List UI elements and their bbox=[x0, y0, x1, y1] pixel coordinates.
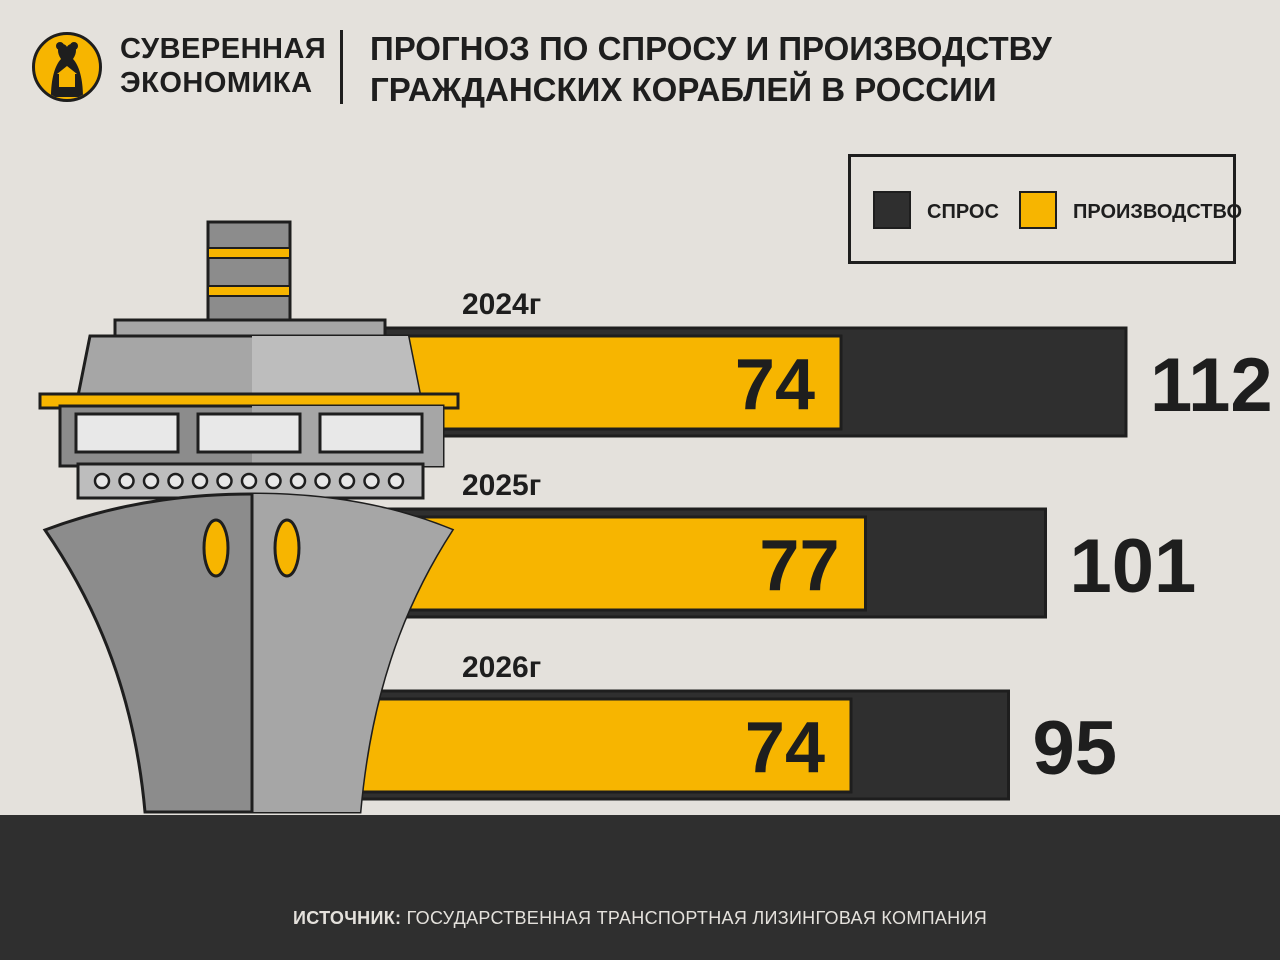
value-label-demand-2: 95 bbox=[1033, 706, 1118, 791]
year-label-2: 2026г bbox=[462, 651, 541, 684]
value-label-production-1: 77 bbox=[759, 526, 839, 606]
bar-production-2 bbox=[294, 697, 853, 794]
portholes bbox=[93, 472, 405, 490]
porthole-12 bbox=[387, 472, 405, 490]
porthole-8 bbox=[289, 472, 307, 490]
bear-logo-svg bbox=[51, 42, 83, 97]
funnel-stripe-2 bbox=[207, 285, 291, 297]
hull-porthole-right bbox=[273, 518, 301, 578]
porthole-9 bbox=[314, 472, 331, 490]
value-label-production-2: 74 bbox=[745, 708, 825, 788]
sea-band bbox=[0, 815, 1280, 960]
value-label-demand-1: 101 bbox=[1070, 524, 1197, 609]
ship-illustration bbox=[38, 220, 460, 814]
source-label: ИСТОЧНИК: bbox=[292, 908, 402, 928]
porthole-1 bbox=[118, 472, 135, 490]
legend-swatch-production bbox=[1019, 191, 1057, 229]
porthole-10 bbox=[338, 472, 356, 490]
labels-layer: 2024г 74 112 2025г 77 101 2026г 74 95 bbox=[462, 288, 1273, 791]
brand-line-2: ЭКОНОМИКА bbox=[120, 67, 313, 99]
porthole-5 bbox=[216, 472, 233, 490]
chart-legend: СПРОС ПРОИЗВОДСТВО bbox=[848, 154, 1242, 264]
value-label-production-0: 74 bbox=[735, 345, 815, 425]
source-note: ИСТОЧНИК: ГОСУДАРСТВЕННАЯ ТРАНСПОРТНАЯ Л… bbox=[0, 906, 1280, 930]
header: СУВЕРЕННАЯ ЭКОНОМИКА ПРОГНОЗ ПО СПРОСУ И… bbox=[0, 0, 1280, 130]
source-text: ГОСУДАРСТВЕННАЯ ТРАНСПОРТНАЯ ЛИЗИНГОВАЯ … bbox=[406, 908, 987, 928]
bear-icon bbox=[32, 32, 102, 102]
porthole-3 bbox=[167, 472, 184, 490]
header-divider bbox=[340, 30, 343, 104]
year-label-0: 2024г bbox=[462, 288, 541, 321]
porthole-4 bbox=[191, 472, 209, 490]
bridge-window-1 bbox=[74, 412, 180, 454]
value-label-demand-0: 112 bbox=[1150, 343, 1273, 428]
hull-porthole-left bbox=[202, 518, 230, 578]
brand-name: СУВЕРЕННАЯ ЭКОНОМИКА bbox=[120, 32, 330, 100]
ship-hull-light bbox=[252, 494, 452, 812]
brand-line-1: СУВЕРЕННАЯ bbox=[120, 33, 327, 65]
funnel-stripe-1 bbox=[207, 247, 291, 259]
porthole-2 bbox=[142, 472, 160, 490]
page-title: ПРОГНОЗ ПО СПРОСУ И ПРОИЗВОДСТВУ ГРАЖДАН… bbox=[370, 30, 1052, 108]
porthole-7 bbox=[265, 472, 282, 490]
ship-funnel bbox=[206, 220, 292, 324]
legend-swatch-demand bbox=[873, 191, 911, 229]
ship-top-deck bbox=[113, 318, 387, 338]
ship-superstructure-light bbox=[252, 336, 420, 396]
porthole-0 bbox=[93, 472, 111, 490]
porthole-11 bbox=[363, 472, 380, 490]
legend-label-demand: СПРОС bbox=[927, 201, 999, 223]
porthole-6 bbox=[240, 472, 258, 490]
bridge-window-3 bbox=[318, 412, 424, 454]
year-label-1: 2025г bbox=[462, 469, 541, 502]
bridge-window-2 bbox=[196, 412, 302, 454]
legend-label-production: ПРОИЗВОДСТВО bbox=[1073, 201, 1243, 223]
